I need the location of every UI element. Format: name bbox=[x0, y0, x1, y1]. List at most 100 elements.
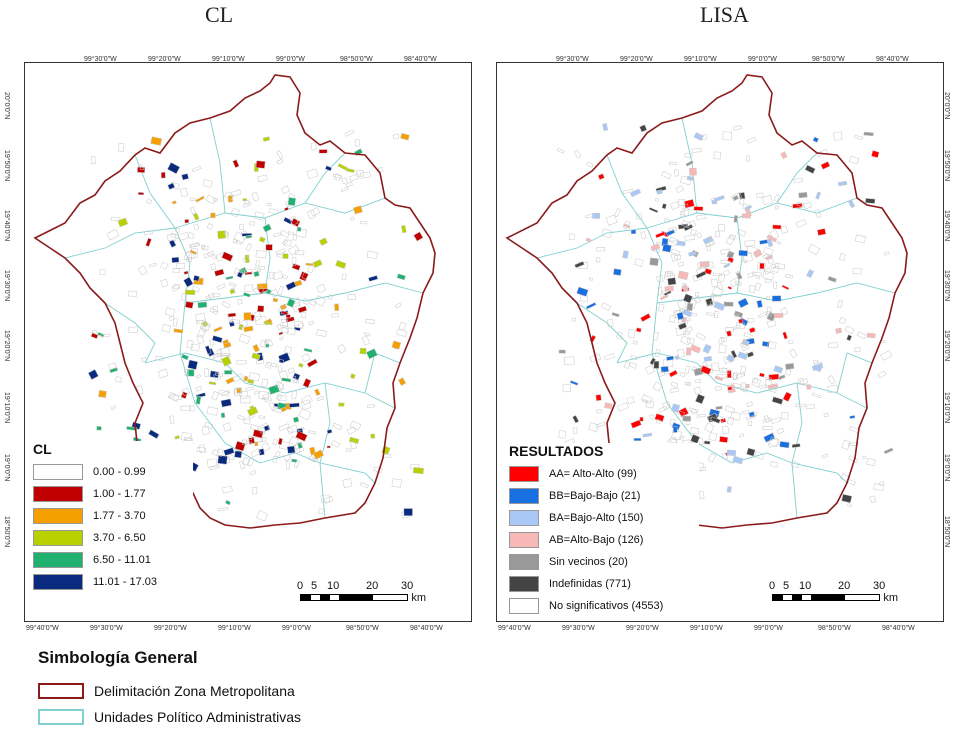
census-polygon bbox=[668, 161, 677, 166]
coordinate-label: 99°10'0"W bbox=[684, 56, 717, 63]
census-polygon bbox=[866, 457, 876, 467]
census-polygon bbox=[293, 326, 301, 332]
census-polygon bbox=[346, 426, 357, 435]
census-polygon bbox=[669, 314, 677, 323]
census-polygon bbox=[814, 209, 822, 219]
census-polygon bbox=[626, 396, 635, 405]
census-polygon bbox=[762, 195, 773, 206]
census-polygon bbox=[137, 265, 148, 276]
census-polygon bbox=[737, 318, 744, 324]
census-polygon bbox=[612, 268, 622, 276]
census-polygon bbox=[209, 339, 215, 346]
census-polygon bbox=[283, 239, 292, 247]
census-polygon bbox=[697, 437, 705, 446]
census-polygon bbox=[230, 207, 240, 218]
census-polygon bbox=[272, 455, 278, 463]
census-polygon bbox=[661, 170, 672, 180]
census-polygon bbox=[310, 142, 317, 151]
census-polygon bbox=[246, 406, 259, 417]
scale-tick: 20 bbox=[838, 580, 851, 592]
census-polygon bbox=[171, 284, 181, 292]
census-polygon bbox=[297, 427, 305, 432]
census-polygon bbox=[821, 453, 829, 459]
municipal-boundary-line bbox=[64, 227, 176, 259]
census-polygon bbox=[206, 223, 214, 230]
census-polygon bbox=[106, 229, 120, 241]
census-polygon bbox=[340, 187, 349, 193]
census-polygon bbox=[173, 394, 182, 401]
census-polygon bbox=[286, 298, 296, 308]
census-polygon bbox=[766, 234, 778, 243]
census-polygon bbox=[677, 261, 685, 267]
census-polygon bbox=[204, 345, 212, 355]
census-polygon bbox=[711, 362, 719, 371]
census-polygon bbox=[639, 416, 644, 422]
census-polygon bbox=[613, 208, 622, 218]
census-polygon bbox=[168, 315, 175, 321]
census-polygon bbox=[704, 268, 713, 275]
simbologia-general: Simbología General Delimitación Zona Met… bbox=[38, 648, 301, 730]
census-polygon bbox=[718, 344, 727, 354]
census-polygon bbox=[253, 390, 260, 395]
census-polygon bbox=[171, 200, 177, 205]
census-polygon bbox=[219, 347, 231, 357]
municipal-boundary-line bbox=[681, 117, 698, 214]
census-polygon bbox=[816, 228, 827, 236]
census-polygon bbox=[677, 270, 689, 281]
census-polygon bbox=[274, 380, 285, 390]
census-polygon bbox=[659, 294, 669, 301]
census-polygon bbox=[221, 251, 234, 262]
census-polygon bbox=[771, 295, 782, 302]
census-polygon bbox=[214, 371, 224, 378]
census-polygon bbox=[128, 290, 138, 297]
coordinate-label: 98°50'0"W bbox=[818, 625, 851, 632]
census-polygon bbox=[596, 256, 601, 263]
census-polygon bbox=[302, 378, 312, 388]
census-polygon bbox=[172, 284, 180, 289]
census-polygon bbox=[195, 395, 202, 405]
census-polygon bbox=[214, 268, 225, 277]
census-polygon bbox=[806, 384, 812, 390]
census-polygon bbox=[678, 198, 686, 206]
census-polygon bbox=[681, 284, 689, 292]
census-polygon bbox=[781, 284, 790, 291]
census-polygon bbox=[190, 343, 200, 352]
legend-label: Indefinidas (771) bbox=[549, 578, 631, 590]
census-polygon bbox=[363, 332, 371, 337]
census-polygon bbox=[657, 371, 666, 378]
census-polygon bbox=[756, 262, 766, 271]
legend-label: BA=Bajo-Alto (150) bbox=[549, 512, 644, 524]
legend-item: Indefinidas (771) bbox=[509, 573, 699, 595]
census-polygon bbox=[189, 249, 197, 255]
census-polygon bbox=[330, 439, 341, 448]
census-polygon bbox=[216, 349, 223, 357]
census-polygon bbox=[672, 426, 678, 433]
census-polygon bbox=[736, 228, 747, 237]
census-polygon bbox=[280, 229, 290, 238]
census-polygon bbox=[712, 272, 722, 277]
census-polygon bbox=[392, 133, 400, 140]
census-polygon bbox=[863, 131, 874, 137]
census-polygon bbox=[316, 329, 327, 337]
census-polygon bbox=[360, 171, 371, 179]
census-polygon bbox=[723, 262, 731, 269]
census-polygon bbox=[284, 345, 293, 354]
census-polygon bbox=[281, 327, 289, 333]
census-polygon bbox=[285, 281, 297, 291]
census-polygon bbox=[683, 199, 695, 209]
census-polygon bbox=[726, 250, 735, 259]
census-polygon bbox=[347, 294, 356, 301]
census-polygon bbox=[652, 331, 659, 341]
census-polygon bbox=[301, 353, 311, 363]
census-polygon bbox=[849, 425, 860, 434]
census-polygon bbox=[324, 165, 333, 172]
census-polygon bbox=[696, 232, 702, 239]
census-polygon bbox=[320, 494, 331, 504]
census-polygon bbox=[719, 436, 729, 443]
census-polygon bbox=[844, 325, 855, 335]
census-polygon bbox=[341, 273, 347, 280]
census-polygon bbox=[216, 448, 224, 457]
census-polygon bbox=[765, 255, 773, 261]
census-polygon bbox=[210, 212, 216, 219]
census-polygon bbox=[837, 180, 848, 187]
